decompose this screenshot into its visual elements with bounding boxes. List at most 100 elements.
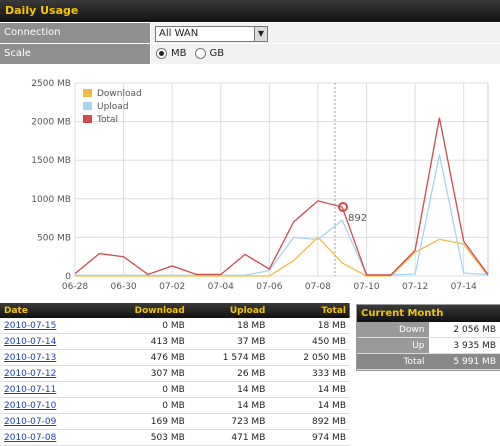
table-cell: 307 MB	[96, 366, 189, 382]
legend-label: Total	[96, 115, 118, 125]
x-tick-label: 07-02	[159, 282, 185, 292]
table-cell: 2010-07-11	[0, 382, 96, 398]
radio-group: MB GB	[151, 44, 500, 64]
date-link[interactable]: 2010-07-15	[4, 321, 56, 331]
date-link[interactable]: 2010-07-10	[4, 401, 56, 411]
table-cell: 450 MB	[269, 334, 350, 350]
x-tick-label: 07-08	[305, 282, 331, 292]
date-link[interactable]: 2010-07-13	[4, 353, 56, 363]
table-cell: 2010-07-09	[0, 414, 96, 430]
month-value: 5 991 MB	[429, 354, 500, 370]
table-cell: 0 MB	[96, 382, 189, 398]
legend-swatch	[83, 102, 92, 110]
date-link[interactable]: 2010-07-08	[4, 433, 56, 443]
x-tick-label: 06-28	[62, 282, 88, 292]
table-cell: 14 MB	[269, 398, 350, 414]
table-cell: 413 MB	[96, 334, 189, 350]
select[interactable]: All WAN ▼	[155, 26, 268, 42]
dropdown-arrow: ▼	[254, 27, 267, 41]
table-cell: 14 MB	[269, 382, 350, 398]
table-cell: 18 MB	[269, 318, 350, 334]
table-cell: 974 MB	[269, 430, 350, 446]
date-link[interactable]: 2010-07-12	[4, 369, 56, 379]
table-cell: 0 MB	[96, 318, 189, 334]
table-cell: 503 MB	[96, 430, 189, 446]
date-link[interactable]: 2010-07-11	[4, 385, 56, 395]
table-cell: 2010-07-10	[0, 398, 96, 414]
table-cell: 471 MB	[189, 430, 270, 446]
x-tick-label: 06-30	[111, 282, 137, 292]
date-link[interactable]: 2010-07-14	[4, 337, 56, 347]
month-title: Current Month	[357, 305, 500, 322]
table-cell: 2010-07-14	[0, 334, 96, 350]
month-label: Up	[357, 338, 429, 354]
table-cell: 476 MB	[96, 350, 189, 366]
column-header: Upload	[189, 303, 270, 318]
table-cell: 37 MB	[189, 334, 270, 350]
table-cell: 333 MB	[269, 366, 350, 382]
table-cell: 2 050 MB	[269, 350, 350, 366]
month-value: 2 056 MB	[429, 322, 500, 338]
tooltip-label: 892	[348, 213, 367, 224]
radio-label: MB	[171, 48, 187, 59]
chart: 0 500 MB 1000 MB 1500 MB 2000 MB 2500 MB 06-28…	[0, 66, 500, 300]
table-cell: 1 574 MB	[189, 350, 270, 366]
y-tick-label: 0	[65, 272, 71, 282]
select-value: All WAN	[159, 28, 198, 39]
x-tick-label: 07-06	[256, 282, 282, 292]
radio[interactable]	[195, 48, 206, 59]
y-tick-label: 1500 MB	[31, 156, 71, 166]
y-tick-label: 2500 MB	[31, 79, 71, 89]
header-bar: Daily Usage	[0, 0, 500, 22]
y-tick-label: 500 MB	[37, 233, 71, 243]
table-cell: 169 MB	[96, 414, 189, 430]
page: Daily Usage Connection All WAN ▼ Scale MB…	[0, 0, 500, 429]
table-cell: 14 MB	[189, 398, 270, 414]
table-cell: 2010-07-15	[0, 318, 96, 334]
radio-dot	[159, 51, 164, 56]
legend-label: Download	[97, 89, 142, 99]
title: Daily Usage	[5, 4, 78, 17]
x-tick-label: 07-10	[353, 282, 379, 292]
table-cell: 723 MB	[189, 414, 270, 430]
table-cell: 2010-07-12	[0, 366, 96, 382]
column-header: Download	[96, 303, 189, 318]
x-tick-label: 07-04	[208, 282, 234, 292]
month-label: Total	[357, 354, 429, 370]
table-cell: 2010-07-13	[0, 350, 96, 366]
table-cell: 2010-07-08	[0, 430, 96, 446]
label: Connection	[0, 23, 150, 43]
x-tick-label: 07-12	[402, 282, 428, 292]
radio[interactable]	[156, 48, 167, 59]
column-header: Total	[269, 303, 350, 318]
table-cell: 14 MB	[189, 382, 270, 398]
date-link[interactable]: 2010-07-09	[4, 417, 56, 427]
table-cell: 26 MB	[189, 366, 270, 382]
table-cell: 18 MB	[189, 318, 270, 334]
y-tick-label: 2000 MB	[31, 118, 71, 128]
table-cell: 892 MB	[269, 414, 350, 430]
radio-label: GB	[210, 48, 225, 59]
legend-swatch	[83, 89, 92, 97]
table-cell: 0 MB	[96, 398, 189, 414]
label: Scale	[0, 44, 150, 64]
y-tick-label: 1000 MB	[31, 195, 71, 205]
legend-swatch	[83, 115, 92, 123]
column-header: Date	[0, 303, 96, 318]
month-value: 3 935 MB	[429, 338, 500, 354]
x-tick-label: 07-14	[451, 282, 477, 292]
